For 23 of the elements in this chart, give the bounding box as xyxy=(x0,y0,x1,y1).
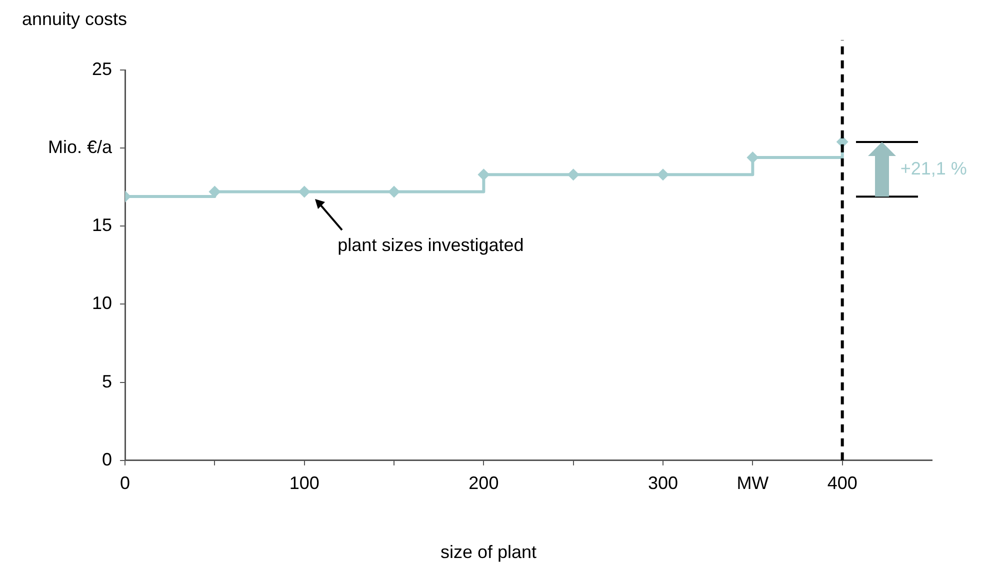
x-tick-label: 200 xyxy=(468,473,499,494)
point xyxy=(746,151,759,164)
x-tick-label: 400 xyxy=(827,473,858,494)
y-tick-label: Mio. €/a xyxy=(48,137,114,158)
annotation: +21,1 % xyxy=(900,158,967,180)
point xyxy=(208,186,221,198)
y-tick-label: 0 xyxy=(102,449,112,470)
y-tick-label: 15 xyxy=(92,215,112,236)
point xyxy=(657,168,670,181)
x-axis-title: size of plant xyxy=(440,542,537,562)
point xyxy=(298,186,310,198)
x-tick-label: MW xyxy=(736,473,769,494)
point xyxy=(567,168,580,181)
y-tick-label: 10 xyxy=(92,293,112,314)
y-axis-title: annuity costs xyxy=(22,9,128,29)
x-tick-label: 300 xyxy=(648,473,678,494)
y-tick-label: 5 xyxy=(102,371,112,392)
point xyxy=(478,168,490,181)
x-tick-label: 100 xyxy=(289,473,320,494)
x-tick-label: 0 xyxy=(120,473,130,494)
y-tick-label: 25 xyxy=(92,58,112,79)
annotation: plant sizes investigated xyxy=(338,234,524,256)
point xyxy=(388,186,400,198)
